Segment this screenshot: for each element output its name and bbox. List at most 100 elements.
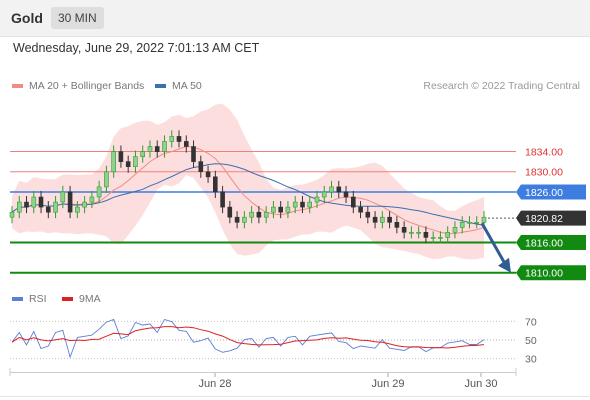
timeframe-badge[interactable]: 30 MIN (51, 7, 104, 29)
candle-body (263, 211, 269, 218)
level-labels-layer: 1834.00 1830.00 1826.00 1820.82 1816.00 1810.… (516, 146, 586, 281)
chart-datetime: Wednesday, June 29, 2022 7:01:13 AM CET (13, 41, 260, 55)
candle-body (438, 237, 443, 239)
candle-body (9, 211, 15, 218)
legend-rsi: RSI (12, 293, 47, 305)
x-axis: Jun 28 Jun 29 Jun 30 (9, 368, 517, 390)
candle-body (394, 222, 400, 228)
candle-body (133, 156, 138, 168)
candle-body (292, 201, 298, 208)
candle-body (96, 186, 102, 198)
candle-body (314, 196, 320, 203)
candle-body (343, 191, 349, 198)
rsi-tick-30: 30 (525, 354, 537, 366)
candle-body (75, 206, 80, 213)
moving-average-layer (11, 145, 485, 235)
candle-body (125, 161, 131, 168)
candle-body (459, 222, 465, 228)
candle-body (474, 222, 480, 224)
candle-body (321, 191, 327, 198)
symbol-title: Gold (11, 10, 43, 26)
rsi-tick-70: 70 (525, 316, 537, 328)
rsi-line (11, 318, 485, 359)
candle-body (147, 146, 153, 152)
candle-body (387, 216, 392, 223)
chart-baseline (10, 372, 516, 373)
candle-body (445, 232, 451, 238)
rsi-ma-line (11, 326, 485, 349)
candle-body (285, 206, 291, 213)
forecast-arrow-shaft (480, 222, 507, 265)
ma9-label: 9MA (79, 293, 101, 305)
candle-body (67, 191, 73, 213)
candles-layer (9, 130, 487, 244)
candle-body (45, 206, 51, 213)
level-label-1834.00: 1834.00 (525, 146, 563, 158)
candle-body (213, 176, 218, 193)
candle-body (365, 211, 371, 218)
candle-body (430, 237, 436, 239)
candle-body (234, 216, 240, 223)
candle-body (205, 171, 211, 178)
candle-body (278, 206, 284, 213)
candle-body (350, 196, 356, 208)
candle-body (416, 232, 421, 234)
candle-body (104, 171, 109, 188)
candle-body (82, 201, 87, 208)
bollinger-band-layer (12, 103, 484, 260)
bollinger-band (12, 103, 484, 260)
candle-body (256, 211, 262, 218)
candle-body (118, 151, 124, 163)
forecast-arrow-layer (480, 222, 511, 273)
credit-text: Research © 2022 Trading Central (423, 80, 580, 92)
level-label-1816.00: 1816.00 (525, 237, 563, 249)
candle-body (300, 201, 305, 208)
candle-body (481, 216, 487, 223)
x-tick-label-jun-29: Jun 29 (371, 378, 404, 390)
candle-body (154, 146, 160, 152)
candle-body (184, 141, 189, 147)
candle-body (452, 227, 458, 233)
candle-body (423, 232, 429, 238)
x-tick-label-jun-28: Jun 28 (198, 378, 231, 390)
candle-body (111, 151, 116, 173)
candle-body (38, 196, 44, 208)
candle-body (220, 191, 225, 208)
candle-body (409, 232, 414, 234)
candle-body (336, 186, 342, 193)
candle-body (271, 206, 276, 213)
candle-body (89, 196, 95, 203)
candle-body (242, 216, 247, 223)
x-tick-label-jun-30: Jun 30 (464, 378, 497, 390)
rsi-label: RSI (29, 293, 47, 305)
candle-body (60, 191, 66, 203)
level-label-1830.00: 1830.00 (525, 167, 563, 179)
legend-ma50: MA 50 (155, 80, 202, 92)
ma50-label: MA 50 (172, 80, 202, 92)
candle-body (191, 146, 196, 162)
candle-body (358, 206, 363, 213)
level-tag-1826.00 (516, 184, 586, 200)
forecast-arrow-head (498, 257, 511, 273)
candle-body (140, 151, 145, 158)
level-label-1810.00: 1810.00 (525, 268, 563, 280)
ma9-swatch (62, 297, 73, 301)
legend-9ma: 9MA (62, 293, 101, 305)
level-tag-1810.00 (516, 265, 586, 281)
rsi-tick-50: 50 (525, 335, 537, 347)
level-lines-layer (10, 151, 516, 274)
candle-body (401, 227, 407, 233)
candle-body (198, 161, 204, 173)
level-label-1826.00: 1826.00 (525, 187, 563, 199)
candle-body (53, 201, 58, 213)
candle-body (169, 136, 175, 142)
legend-ma20: MA 20 + Bollinger Bands (12, 80, 144, 92)
ma50-line (11, 163, 485, 226)
candle-body (176, 136, 182, 142)
ma20-swatch (12, 84, 23, 88)
level-tag-1816.00 (516, 234, 586, 250)
candle-body (329, 186, 334, 193)
candle-body (307, 201, 313, 208)
chart-bottom-border (0, 396, 590, 397)
